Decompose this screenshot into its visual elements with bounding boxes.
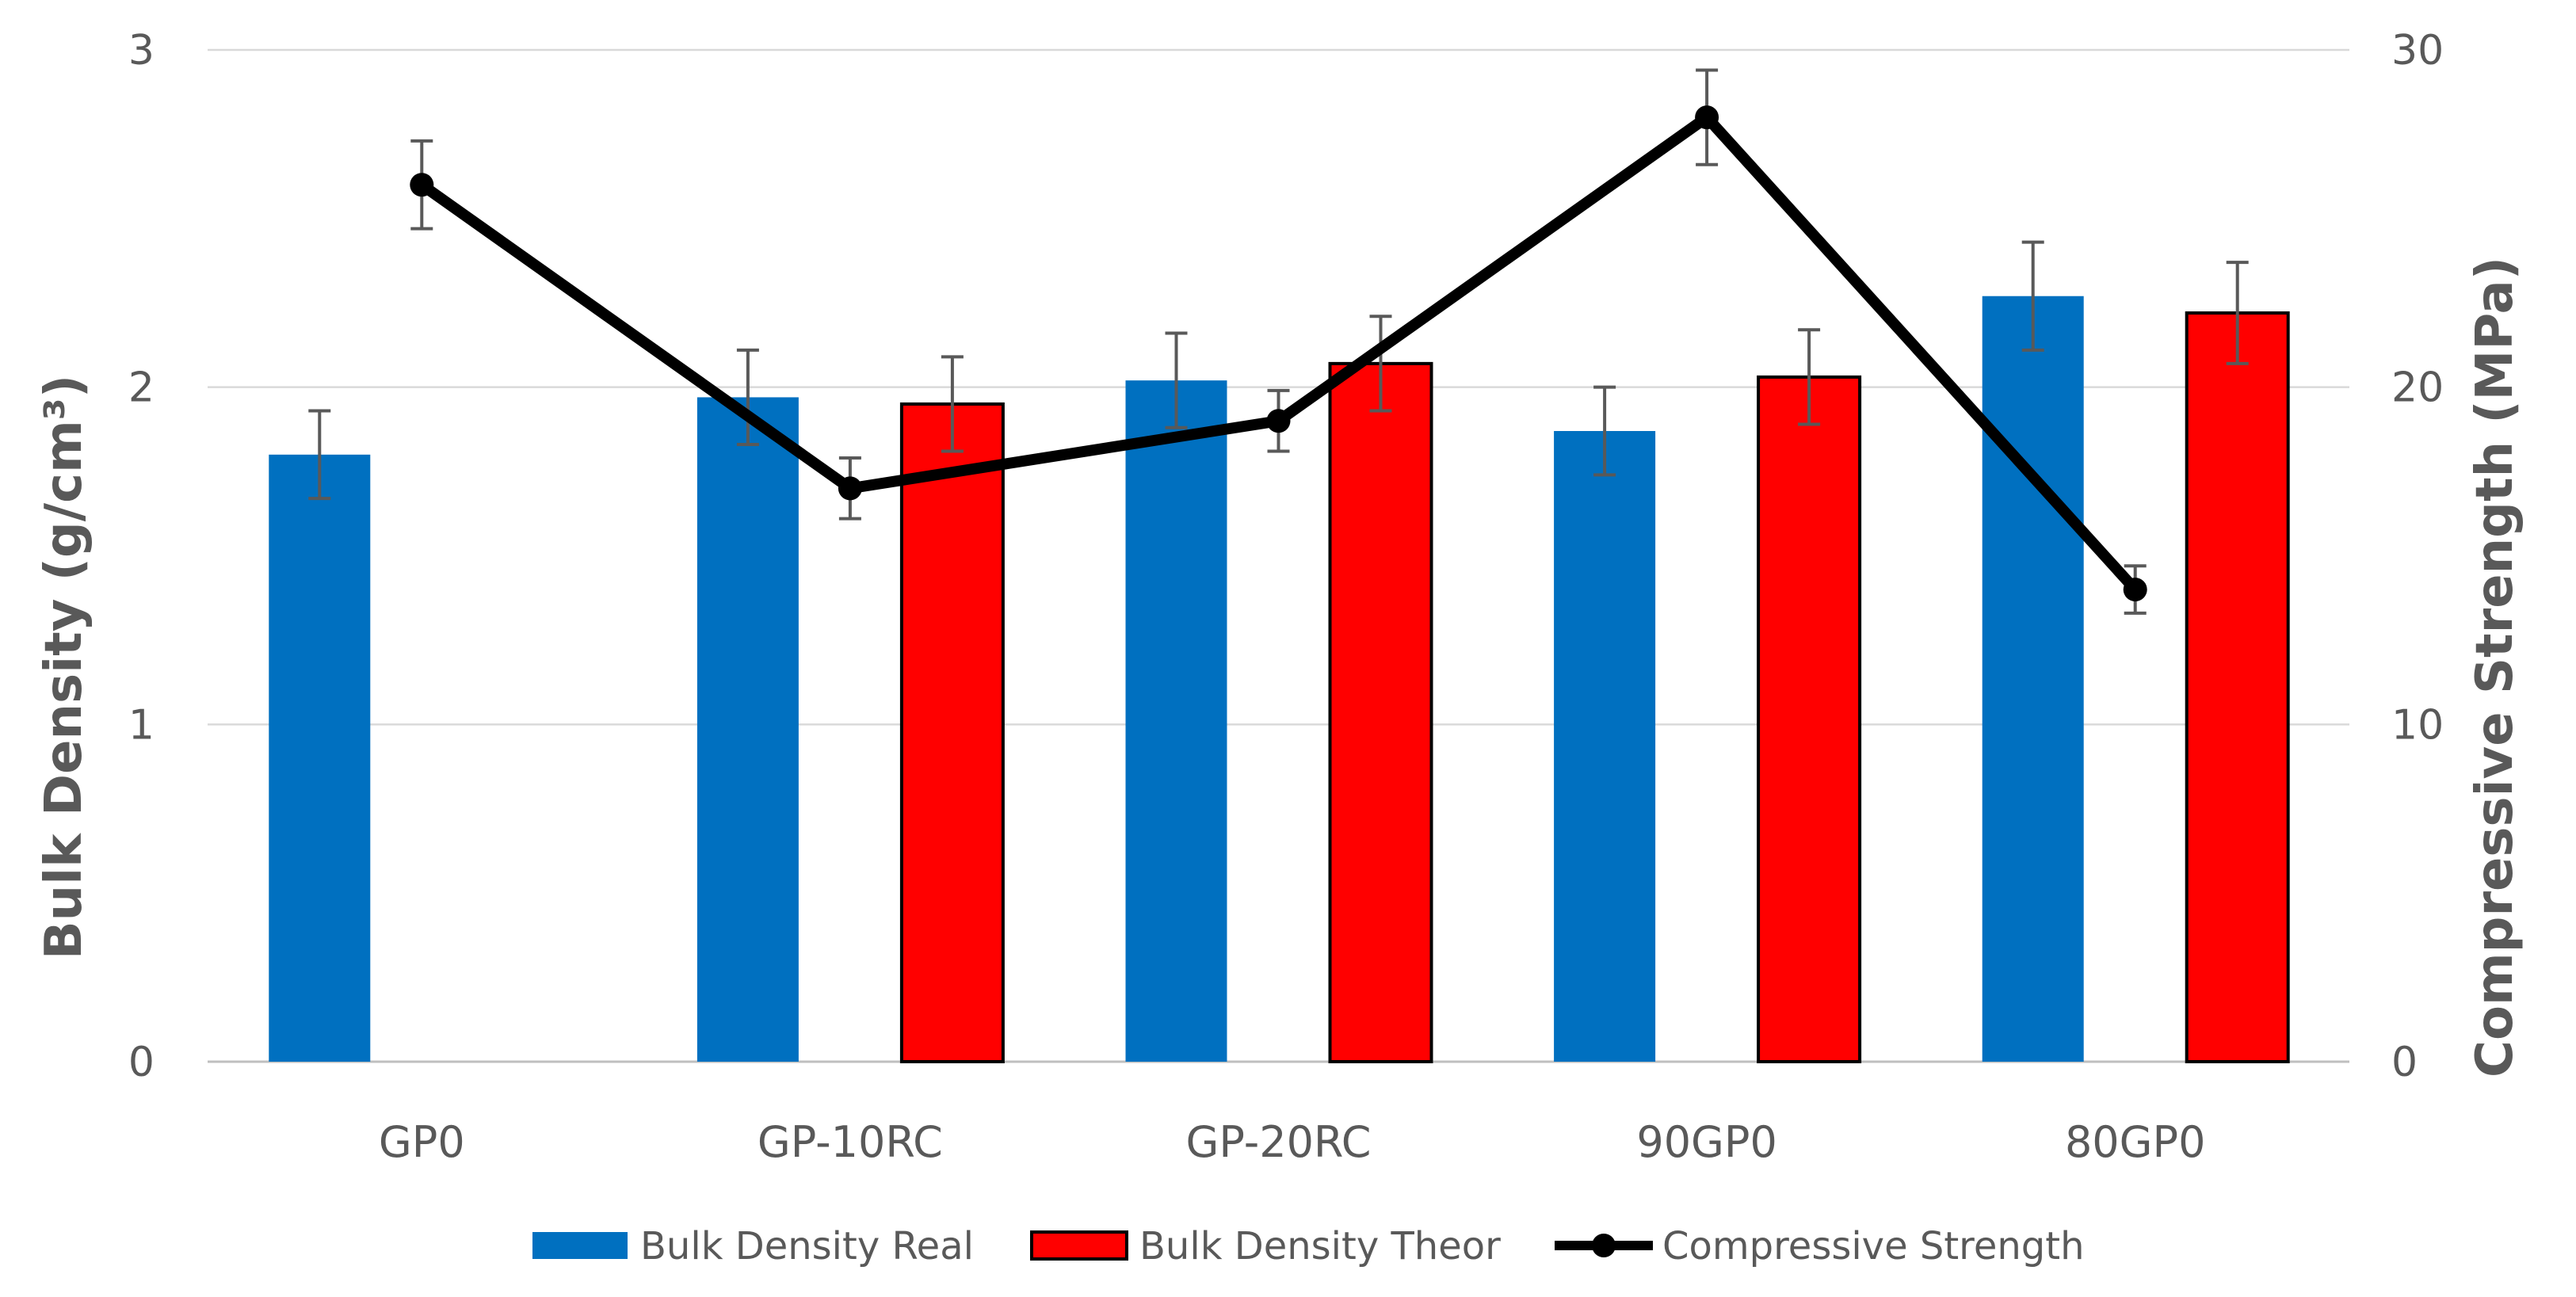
error-bar — [2226, 261, 2249, 365]
line-point — [2123, 578, 2147, 602]
bar-bulk-density-theor — [1328, 361, 1433, 1063]
category-label: GP0 — [379, 1117, 465, 1167]
compressive-strength-line — [410, 105, 2147, 602]
line-point — [838, 476, 862, 501]
left-tick-label: 2 — [128, 364, 155, 412]
category-labels: GP0 GP-10RC GP-20RC 90GP0 80GP0 — [379, 1117, 2206, 1167]
left-tick-label: 1 — [128, 701, 155, 749]
bar-bulk-density-theor — [899, 402, 1005, 1063]
legend-label: Bulk Density Theor — [1139, 1224, 1501, 1268]
line-point — [1266, 409, 1291, 433]
line-point — [410, 173, 434, 197]
axis-ticks: 0 0 1 10 2 20 3 30 — [128, 27, 2444, 1086]
error-bar — [1165, 331, 1188, 429]
bar-bulk-density-theor — [1757, 375, 1862, 1063]
error-bar — [1798, 328, 1821, 426]
line-path — [416, 112, 2141, 596]
legend-label: Bulk Density Real — [640, 1224, 974, 1268]
category-label: 80GP0 — [2065, 1117, 2205, 1167]
right-tick-label: 20 — [2391, 364, 2444, 412]
error-bar — [736, 348, 759, 447]
legend-bulk-density-real: Bulk Density Real — [532, 1224, 974, 1268]
right-tick-label: 0 — [2391, 1039, 2418, 1086]
bar-bulk-density-real — [269, 454, 371, 1062]
error-bar — [1369, 315, 1392, 413]
category-label: GP-20RC — [1186, 1117, 1372, 1167]
legend-swatch — [1030, 1230, 1128, 1261]
line-point — [1695, 105, 1719, 130]
error-bar — [941, 355, 964, 453]
bar-bulk-density-real — [1982, 296, 2084, 1062]
error-bars — [308, 68, 2249, 615]
right-tick-label: 10 — [2391, 701, 2444, 749]
legend-marker — [1592, 1234, 1616, 1257]
category-label: 90GP0 — [1636, 1117, 1776, 1167]
left-tick-label: 0 — [128, 1039, 155, 1086]
left-tick-label: 3 — [128, 27, 155, 74]
error-bar — [308, 409, 331, 501]
right-tick-label: 30 — [2391, 27, 2444, 74]
category-label: GP-10RC — [758, 1117, 943, 1167]
legend-label: Compressive Strength — [1662, 1224, 2085, 1268]
error-bar — [1593, 385, 1616, 477]
bar-bulk-density-real — [696, 397, 799, 1062]
left-axis-title: Bulk Density (g/cm³) — [35, 375, 93, 959]
bar-bulk-density-real — [1554, 431, 1656, 1062]
bar-bulk-density-real — [1125, 380, 1227, 1062]
legend: Bulk Density Real Bulk Density Theor Compr… — [532, 1224, 2085, 1268]
error-bar — [2021, 240, 2044, 352]
legend-bulk-density-theor: Bulk Density Theor — [1030, 1224, 1501, 1268]
right-axis-title: Compressive Strength (MPa) — [2466, 257, 2524, 1078]
legend-compressive-strength: Compressive Strength — [1555, 1224, 2085, 1268]
legend-swatch — [532, 1232, 628, 1259]
bar-bulk-density-theor — [2185, 311, 2290, 1063]
